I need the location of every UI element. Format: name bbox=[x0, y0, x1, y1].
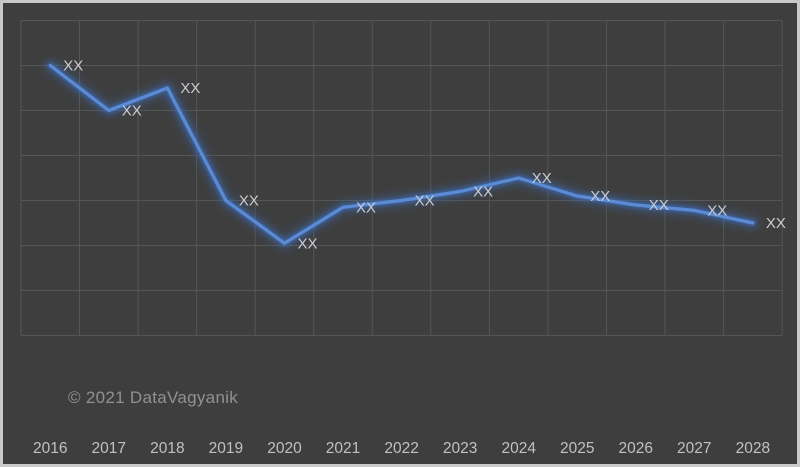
x-axis-label: 2028 bbox=[736, 440, 770, 457]
data-label: XX bbox=[298, 235, 318, 252]
data-labels: XX XX XX XX XX XX XX XX XX XX XX XX XX bbox=[63, 58, 786, 253]
data-label: XX bbox=[590, 188, 610, 205]
data-label: XX bbox=[180, 80, 200, 97]
data-label: XX bbox=[356, 199, 376, 216]
data-label: XX bbox=[532, 170, 552, 187]
x-axis-label: 2023 bbox=[443, 440, 477, 457]
data-label: XX bbox=[649, 197, 669, 214]
data-label: XX bbox=[122, 103, 142, 120]
data-label: XX bbox=[63, 58, 83, 75]
x-axis-label: 2027 bbox=[677, 440, 711, 457]
x-axis-label: 2022 bbox=[384, 440, 418, 457]
x-axis-label: 2020 bbox=[267, 440, 302, 457]
x-axis-label: 2017 bbox=[92, 440, 126, 457]
x-axis-labels: 2016 2017 2018 2019 2020 2021 2022 2023 2024 2025… bbox=[33, 440, 770, 457]
data-label: XX bbox=[239, 193, 259, 210]
data-label: XX bbox=[473, 184, 493, 201]
watermark-text: © 2021 DataVagyanik bbox=[68, 388, 239, 407]
gridlines bbox=[20, 20, 783, 336]
x-axis-label: 2024 bbox=[501, 440, 536, 457]
data-label: XX bbox=[415, 193, 435, 210]
data-label: XX bbox=[766, 215, 786, 232]
x-axis-label: 2025 bbox=[560, 440, 594, 457]
x-axis-label: 2018 bbox=[150, 440, 184, 457]
x-axis-label: 2026 bbox=[619, 440, 653, 457]
data-label: XX bbox=[707, 202, 727, 219]
x-axis-label: 2021 bbox=[326, 440, 360, 457]
x-axis-label: 2019 bbox=[209, 440, 243, 457]
series-line bbox=[48, 63, 755, 245]
x-axis-label: 2016 bbox=[33, 440, 67, 457]
